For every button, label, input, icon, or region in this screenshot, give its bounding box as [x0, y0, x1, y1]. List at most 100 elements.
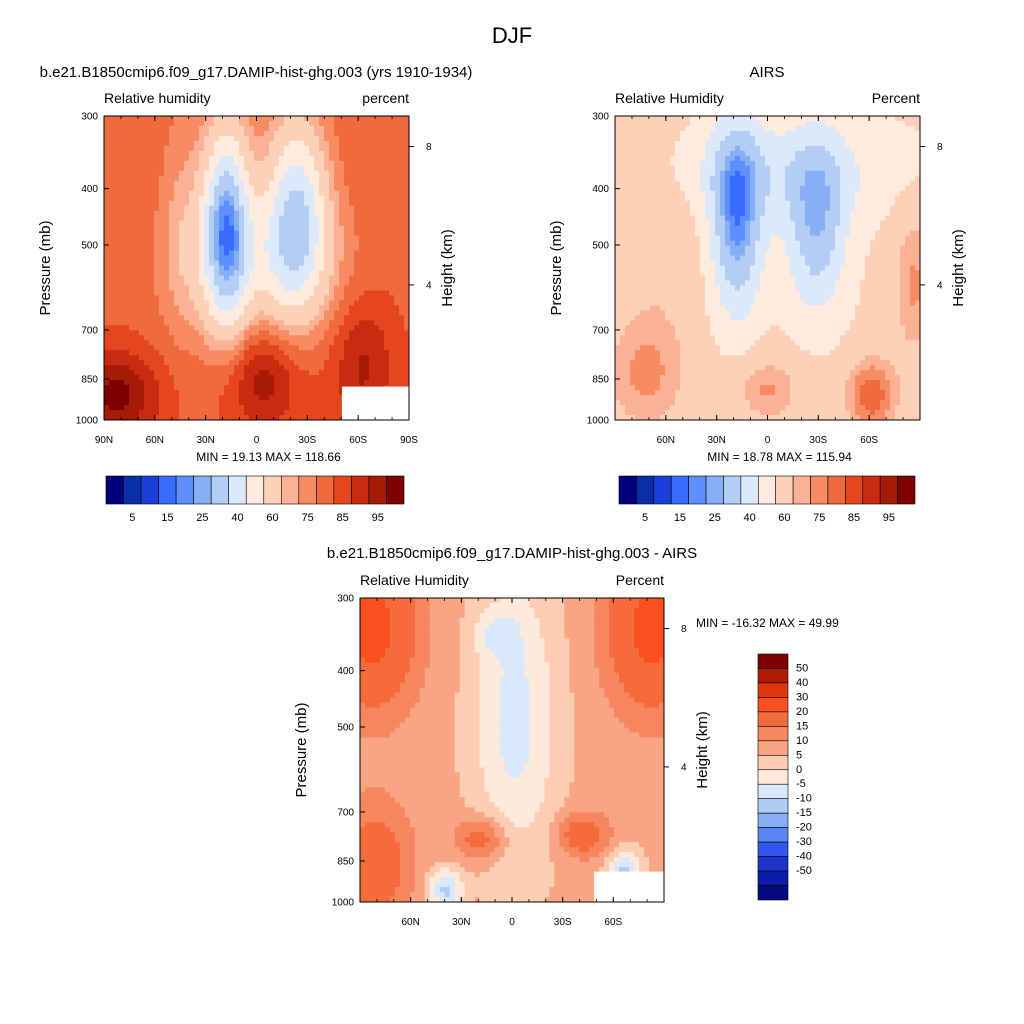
- heatmap-cell: [675, 160, 681, 167]
- heatmap-cell: [144, 335, 150, 341]
- heatmap-cell: [349, 195, 355, 202]
- heatmap-cell: [675, 155, 681, 162]
- heatmap-cell: [214, 130, 220, 137]
- heatmap-cell: [204, 145, 210, 152]
- heatmap-cell: [274, 240, 280, 247]
- heatmap-cell: [329, 415, 335, 420]
- heatmap-cell: [374, 255, 380, 262]
- heatmap-cell: [309, 330, 315, 336]
- heatmap-cell: [720, 175, 726, 182]
- heatmap-cell: [284, 340, 290, 346]
- heatmap-cell: [850, 175, 856, 182]
- heatmap-cell: [179, 185, 185, 192]
- heatmap-cell: [760, 175, 766, 182]
- heatmap-cell: [329, 145, 335, 152]
- heatmap-cell: [219, 280, 225, 287]
- heatmap-cell: [174, 235, 180, 242]
- heatmap-cell: [620, 155, 626, 162]
- heatmap-cell: [835, 145, 841, 152]
- heatmap-cell: [104, 295, 110, 301]
- heatmap-cell: [184, 260, 190, 267]
- heatmap-cell: [675, 165, 681, 172]
- heatmap-cell: [364, 195, 370, 202]
- heatmap-cell: [715, 185, 721, 192]
- heatmap-cell: [720, 116, 726, 122]
- heatmap-cell: [840, 150, 846, 157]
- heatmap-cell: [900, 135, 906, 142]
- heatmap-cell: [169, 295, 175, 301]
- heatmap-cell: [274, 410, 280, 416]
- heatmap-cells: [104, 116, 409, 420]
- heatmap-cell: [750, 165, 756, 172]
- heatmap-cell: [104, 350, 110, 356]
- heatmap-cell: [369, 250, 375, 257]
- heatmap-cell: [259, 360, 265, 366]
- heatmap-cell: [219, 310, 225, 316]
- heatmap-cell: [735, 155, 741, 162]
- heatmap-cell: [354, 265, 360, 272]
- heatmap-cell: [229, 380, 235, 386]
- heatmap-cell: [875, 175, 881, 182]
- heatmap-cell: [404, 195, 409, 202]
- heatmap-cell: [169, 305, 175, 311]
- heatmap-cell: [384, 116, 390, 122]
- heatmap-cell: [399, 220, 405, 227]
- heatmap-cell: [354, 290, 360, 297]
- heatmap-cell: [269, 410, 275, 416]
- heatmap-cell: [354, 270, 360, 277]
- heatmap-cell: [164, 185, 170, 192]
- heatmap-cell: [304, 116, 310, 122]
- heatmap-cell: [730, 125, 736, 132]
- heatmap-cell: [379, 325, 385, 331]
- heatmap-cell: [159, 405, 165, 411]
- heatmap-cell: [394, 145, 400, 152]
- heatmap-cell: [129, 215, 135, 222]
- heatmap-cell: [239, 240, 245, 247]
- heatmap-cell: [279, 120, 285, 127]
- heatmap-cell: [169, 290, 175, 297]
- heatmap-cell: [124, 160, 130, 167]
- heatmap-cell: [404, 310, 409, 316]
- heatmap-cell: [344, 315, 350, 321]
- heatmap-cell: [915, 140, 920, 147]
- heatmap-cell: [194, 205, 200, 212]
- heatmap-cell: [790, 140, 796, 147]
- heatmap-cell: [244, 145, 250, 152]
- heatmap-cell: [700, 145, 706, 152]
- heatmap-cell: [124, 335, 130, 341]
- heatmap-cell: [259, 150, 265, 157]
- heatmap-cell: [615, 165, 621, 172]
- heatmap-cell: [269, 190, 275, 197]
- heatmap-cell: [264, 165, 270, 172]
- heatmap-cell: [154, 385, 160, 391]
- heatmap-cell: [194, 250, 200, 257]
- heatmap-cell: [835, 160, 841, 167]
- heatmap-cell: [214, 415, 220, 420]
- heatmap-cell: [745, 116, 751, 122]
- heatmap-cell: [324, 135, 330, 142]
- heatmap-cell: [289, 340, 295, 346]
- heatmap-cell: [104, 360, 110, 366]
- heatmap-cell: [189, 200, 195, 207]
- heatmap-cell: [299, 210, 305, 217]
- heatmap-cell: [129, 265, 135, 272]
- heatmap-cell: [184, 205, 190, 212]
- heatmap-cell: [119, 340, 125, 346]
- heatmap-cell: [219, 375, 225, 381]
- heatmap-cell: [219, 165, 225, 172]
- heatmap-cell: [324, 210, 330, 217]
- heatmap-cell: [254, 320, 260, 326]
- heatmap-cell: [840, 125, 846, 132]
- heatmap-cell: [144, 130, 150, 137]
- heatmap-cell: [164, 220, 170, 227]
- heatmap-cell: [750, 155, 756, 162]
- heatmap-cell: [765, 145, 771, 152]
- heatmap-cell: [304, 360, 310, 366]
- heatmap-cell: [685, 130, 691, 137]
- heatmap-cell: [635, 160, 641, 167]
- heatmap-cell: [164, 290, 170, 297]
- heatmap-cell: [154, 320, 160, 326]
- heatmap-cell: [855, 180, 861, 187]
- heatmap-cell: [269, 315, 275, 321]
- heatmap-cell: [615, 135, 621, 142]
